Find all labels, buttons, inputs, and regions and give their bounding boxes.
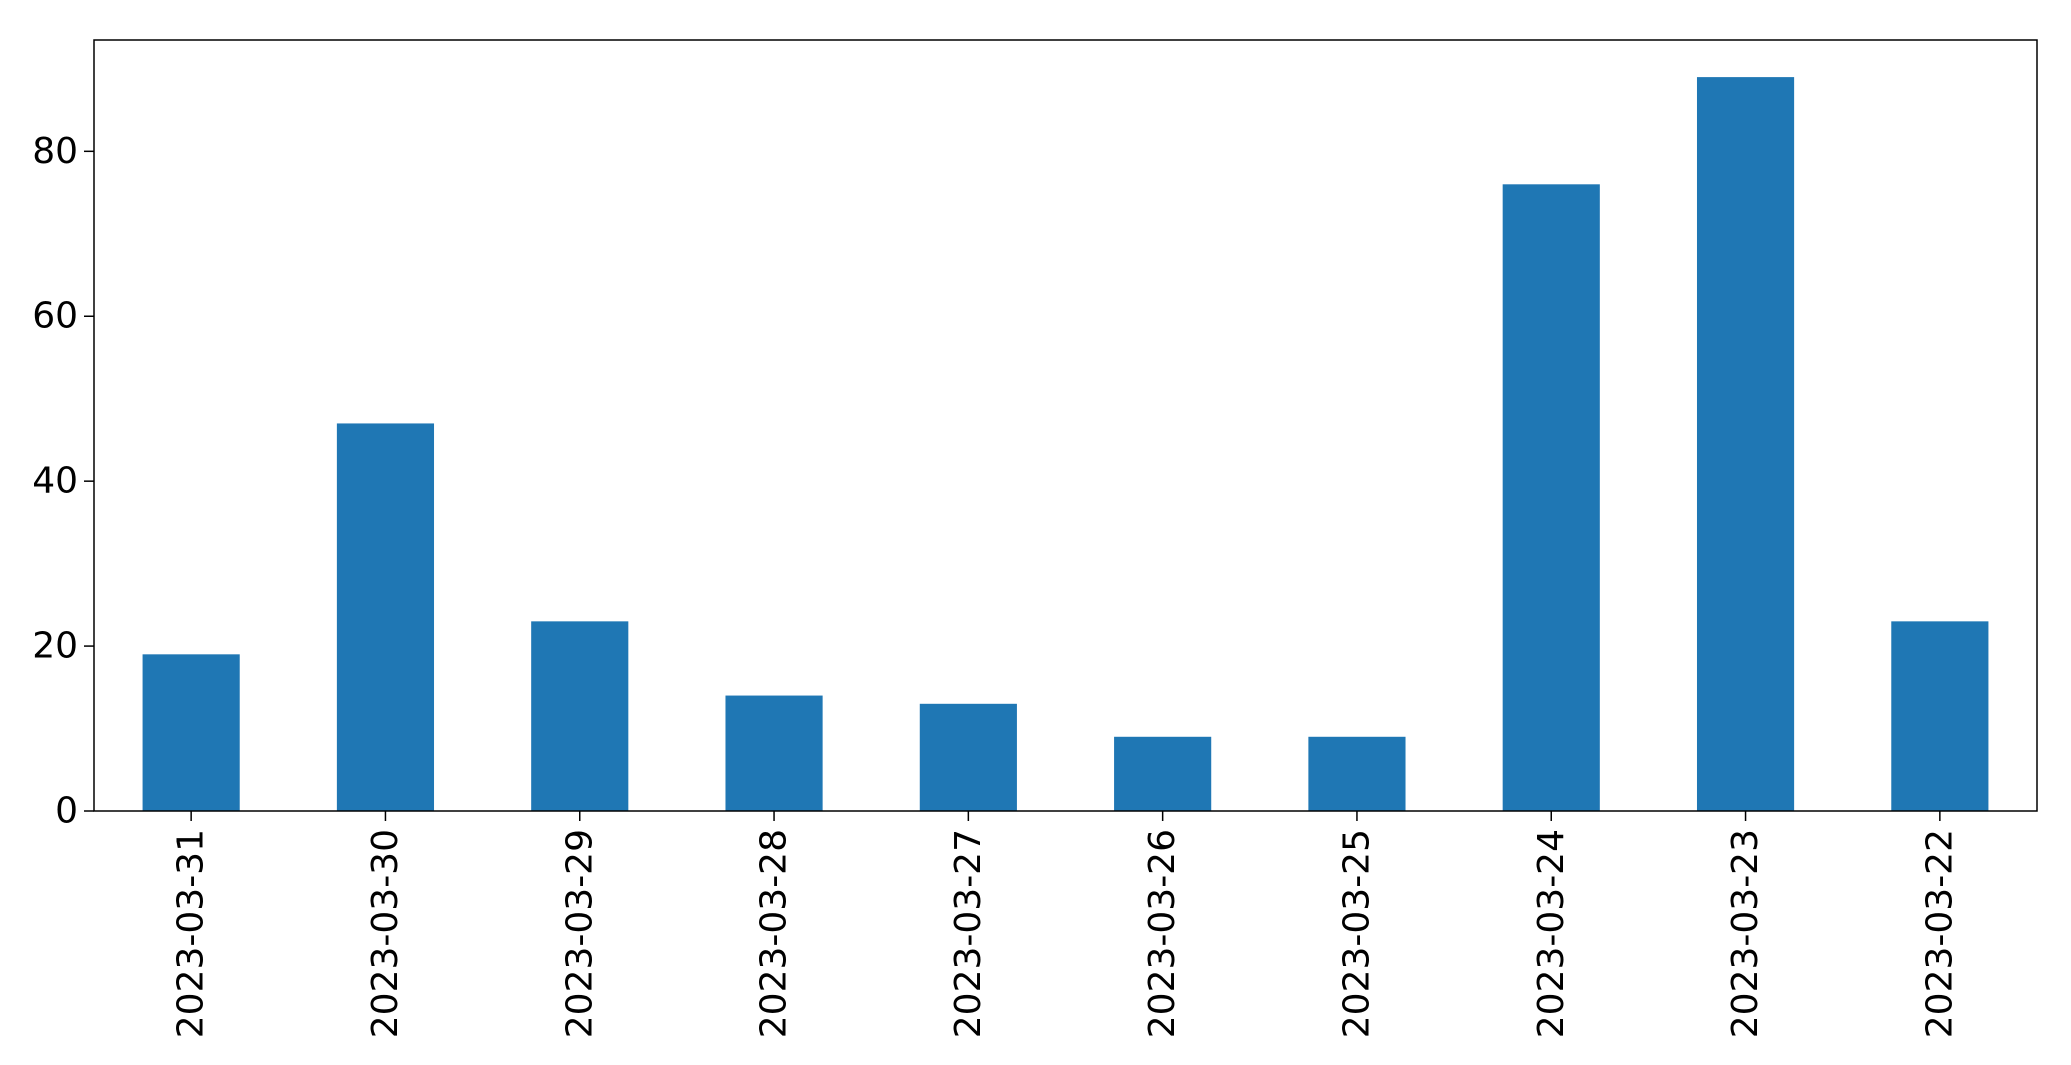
x-tick-label: 2023-03-30: [365, 829, 406, 1038]
y-tick-label: 0: [55, 791, 78, 832]
x-axis-ticks: 2023-03-31 2023-03-30 2023-03-29 2023-03-28…: [171, 811, 1960, 1038]
x-tick-label: 2023-03-26: [1142, 829, 1183, 1038]
bar-2023-03-25: [1308, 736, 1406, 811]
y-tick-label: 20: [32, 626, 78, 667]
bar-2023-03-24: [1502, 184, 1600, 811]
x-tick-label: 2023-03-29: [559, 829, 600, 1038]
x-tick-label: 2023-03-25: [1336, 829, 1377, 1038]
bars-layer: [142, 77, 1989, 812]
x-tick-label: 2023-03-22: [1919, 829, 1960, 1038]
bar-2023-03-26: [1114, 736, 1212, 811]
y-axis-ticks: 0 20 40 60 80: [32, 131, 94, 832]
y-tick-label: 40: [32, 461, 78, 502]
plot-frame: [93, 39, 2038, 812]
bar-2023-03-28: [725, 695, 823, 811]
x-tick-label: 2023-03-28: [754, 829, 795, 1038]
y-tick-label: 80: [32, 131, 78, 172]
x-tick-label: 2023-03-31: [171, 829, 212, 1038]
bar-2023-03-29: [531, 621, 629, 811]
x-tick-label: 2023-03-24: [1531, 829, 1572, 1038]
bar-2023-03-27: [919, 703, 1017, 811]
bar-2023-03-30: [336, 423, 435, 811]
y-tick-label: 60: [32, 296, 78, 337]
bar-2023-03-23: [1696, 77, 1795, 812]
x-tick-label: 2023-03-27: [948, 829, 989, 1038]
bar-2023-03-31: [142, 654, 240, 811]
x-tick-label: 2023-03-23: [1725, 829, 1766, 1038]
bar-2023-03-22: [1891, 621, 1989, 811]
